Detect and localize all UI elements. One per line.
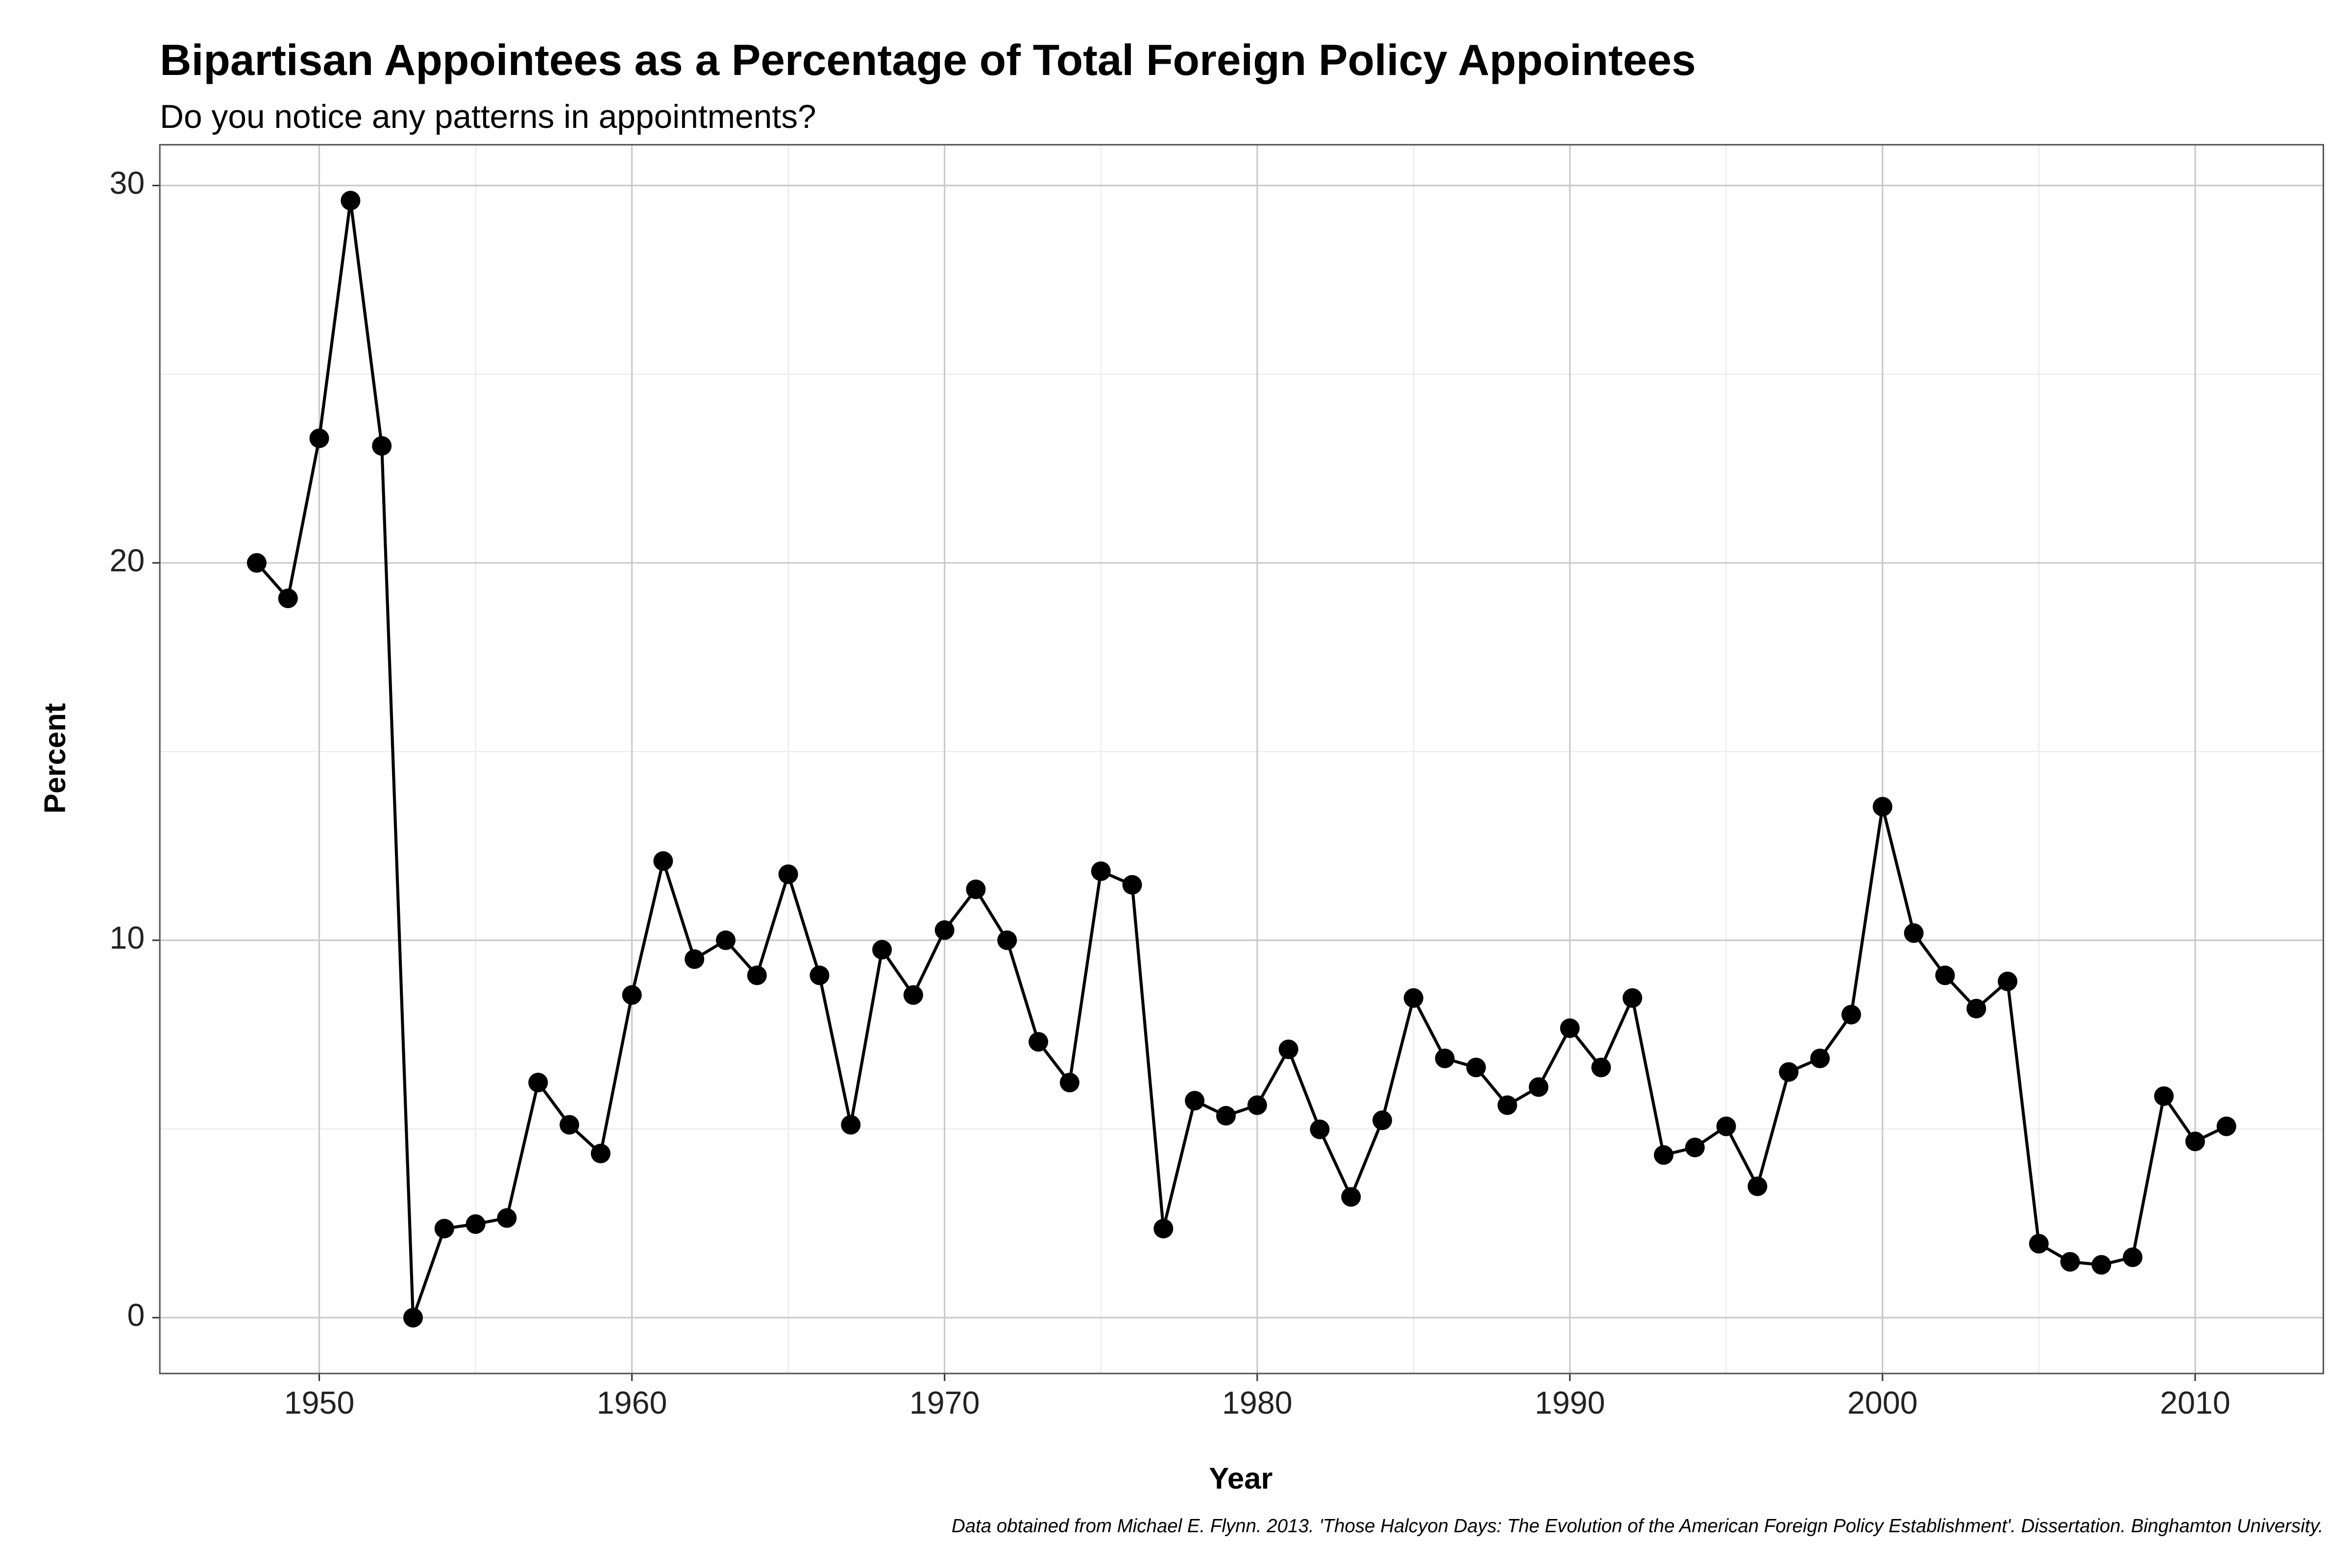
data-point: [903, 985, 923, 1005]
data-point: [2216, 1116, 2236, 1136]
data-point: [841, 1115, 861, 1135]
data-point: [1216, 1106, 1236, 1126]
data-point: [872, 940, 892, 960]
data-point: [1685, 1137, 1705, 1157]
data-point: [434, 1219, 454, 1239]
data-point: [997, 930, 1017, 950]
data-point: [622, 985, 642, 1005]
data-point: [966, 879, 986, 899]
data-point: [1466, 1057, 1486, 1078]
data-point: [1122, 875, 1142, 895]
data-point: [1435, 1048, 1455, 1068]
x-tick-label: 1960: [597, 1385, 667, 1421]
data-point: [2060, 1252, 2080, 1272]
data-point: [1904, 923, 1924, 943]
y-tick-label: 20: [110, 543, 145, 578]
panel-border: [159, 144, 2325, 1374]
x-tick-label: 1970: [909, 1385, 980, 1421]
data-point: [497, 1208, 517, 1228]
y-tick-label: 30: [110, 166, 145, 201]
data-point: [747, 965, 767, 985]
data-point: [653, 851, 673, 871]
caption: Data obtained from Michael E. Flynn. 201…: [952, 1516, 2324, 1537]
data-point: [685, 949, 705, 969]
data-point: [2154, 1086, 2174, 1106]
data-point: [1529, 1077, 1549, 1097]
data-point: [1716, 1116, 1736, 1136]
data-point: [2185, 1131, 2205, 1152]
data-point: [778, 864, 798, 884]
y-axis-label: Percent: [38, 703, 72, 814]
x-tick-label: 1990: [1535, 1385, 1605, 1421]
data-point: [1278, 1039, 1298, 1059]
data-point: [1779, 1062, 1799, 1082]
data-point: [1966, 999, 1986, 1019]
data-point: [716, 930, 736, 950]
data-point: [2091, 1255, 2111, 1275]
y-tick-label: 10: [110, 920, 145, 956]
data-point: [809, 965, 830, 985]
data-point: [1310, 1119, 1330, 1139]
y-tick-label: 0: [127, 1298, 145, 1333]
data-point: [341, 191, 361, 211]
x-tick-label: 2000: [1847, 1385, 1918, 1421]
data-point: [1810, 1048, 1830, 1068]
data-point: [560, 1115, 580, 1135]
data-point: [1622, 988, 1642, 1008]
data-point: [1497, 1095, 1518, 1115]
data-point: [1654, 1145, 1674, 1165]
data-point: [528, 1073, 548, 1093]
x-tick-label: 1980: [1222, 1385, 1293, 1421]
data-point: [2029, 1234, 2049, 1254]
data-point: [1029, 1032, 1049, 1052]
data-point: [1841, 1004, 1862, 1025]
data-point: [1185, 1091, 1205, 1111]
data-point: [278, 588, 298, 609]
data-point: [1372, 1110, 1392, 1130]
chart-subtitle: Do you notice any patterns in appointmen…: [160, 98, 816, 135]
data-point: [1247, 1095, 1267, 1115]
data-point: [1747, 1176, 1767, 1197]
data-point: [1091, 861, 1111, 881]
data-point: [2123, 1247, 2143, 1267]
x-axis-label: Year: [1209, 1462, 1273, 1495]
data-point: [1059, 1073, 1079, 1093]
chart-title: Bipartisan Appointees as a Percentage of…: [160, 35, 1696, 84]
plot-area: 0 10 20 30 1950 1960 1970 1980 1990 2000 2010: [110, 144, 2325, 1421]
data-point: [1872, 797, 1892, 817]
data-point: [934, 920, 955, 940]
series-line: [255, 200, 2228, 1319]
data-point: [1403, 988, 1423, 1008]
data-point: [590, 1144, 611, 1164]
data-point: [372, 436, 392, 456]
data-point: [1341, 1187, 1361, 1207]
data-point: [1591, 1057, 1611, 1078]
data-point: [246, 553, 267, 573]
x-tick-label: 1950: [284, 1385, 355, 1421]
data-point: [309, 428, 329, 448]
data-point: [1560, 1018, 1580, 1038]
data-point: [466, 1214, 486, 1234]
data-point: [1935, 965, 1955, 985]
data-point: [1998, 971, 2018, 991]
data-point: [1153, 1219, 1174, 1239]
x-tick-label: 2010: [2160, 1385, 2230, 1421]
data-point: [403, 1308, 423, 1328]
